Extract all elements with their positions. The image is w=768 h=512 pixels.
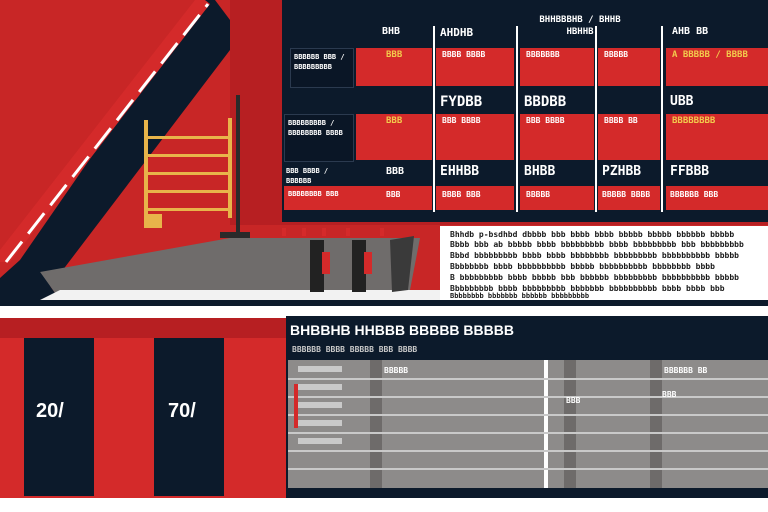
paragraph-line: Bbbbbbbb bbbbbbb bbbbbb bbbbbbbbb — [450, 292, 590, 300]
red-tick — [294, 384, 298, 428]
grid-row-line — [288, 432, 768, 434]
paragraph-line: Bhhdb p-bsdhbd dbbbb bbb bbbb bbbb bbbbb… — [450, 230, 735, 239]
divider — [0, 306, 768, 316]
table-cell — [356, 114, 432, 160]
table-cell — [436, 114, 514, 160]
table-cell — [666, 48, 768, 86]
row-label-box — [284, 114, 354, 162]
table-cell — [284, 186, 432, 210]
text-block — [440, 226, 768, 300]
table-cell — [436, 186, 514, 210]
table-cell — [520, 48, 594, 86]
table-cell-value: BBBBBB BBB — [670, 190, 719, 199]
paragraph-line: Bbbbbbbbb bbbb bbbbbbbbb bbbbbbb bbbbbbb… — [450, 284, 725, 293]
table-cell-value: BBDBB — [524, 94, 567, 110]
row-label-box — [290, 48, 354, 88]
paragraph-line: Bbbd bbbbbbbbb bbbb bbbb bbbbbbbb bbbbbb… — [450, 251, 739, 260]
grid-small-label: BBB — [566, 396, 581, 405]
table-cell-value: BBBBBBB — [526, 50, 560, 59]
table-cell-value: BBB BBBB — [526, 116, 565, 125]
grid-row-marker — [298, 402, 342, 408]
tile — [24, 338, 94, 496]
table-cell-value: EHHBB — [440, 164, 480, 179]
table-cell-value: BBBBB BBBB — [602, 190, 651, 199]
grid-row-marker — [298, 384, 342, 390]
grid-divider — [544, 360, 548, 488]
footer-bar — [286, 488, 768, 494]
table-cell-value: BBBBB — [604, 50, 629, 59]
grid-row-line — [288, 396, 768, 398]
grid-row-line — [288, 450, 768, 452]
table-cell-value: BBB BBBB — [442, 116, 481, 125]
row-label: BBBBBB BBB / BBBBBBBBB — [294, 53, 345, 71]
grid-divider — [370, 360, 382, 488]
paragraph-line: Bbbb bbb ab bbbbb bbbb bbbbbbbbb bbbb bb… — [450, 240, 744, 249]
table-cell-value: BBB — [386, 190, 401, 199]
table-cell-value: BBBB BBBB — [442, 50, 486, 59]
table-header: BHHBBBHB / BHHB HBHHB — [539, 15, 621, 37]
grid-header: BBBBBB BB — [664, 366, 708, 375]
table-cell-value: BBBB BBB — [442, 190, 481, 199]
row-label: BBB BBBB / BBBBBB — [286, 167, 329, 185]
bottom-panel-title: BHBBHB HHBBB BBBBB BBBBB — [290, 322, 514, 338]
table-cell-value: FFBBB — [670, 164, 710, 179]
table-header: AHDHB — [440, 26, 474, 39]
paragraph-line: Bbbbbbbb bbbb bbbbbbbbbb bbbbb bbbbbbbbb… — [450, 262, 715, 271]
tile-value: 20/ — [36, 400, 64, 422]
table-cell-value: A BBBBB / BBBB — [672, 50, 748, 60]
grid-row-marker — [298, 366, 342, 372]
table-cell — [520, 186, 594, 210]
table-cell — [666, 186, 768, 210]
table-cell-value: BBBBBBBB — [672, 116, 716, 126]
bottom-panel-subtitle: BBBBBB BBBB BBBBB BBB BBBB — [292, 345, 418, 354]
table-cell-value: BBBBB — [526, 190, 551, 199]
table-cell-value: PZHBB — [602, 164, 642, 179]
grid-row-line — [288, 468, 768, 470]
paragraph-line: B bbbbbbbbb bbbb bbbbb bbb bbbbbb bbbbbb… — [450, 273, 739, 282]
table-cell-value: FYDBB — [440, 94, 483, 110]
column-divider — [516, 26, 518, 212]
table-cell — [666, 114, 768, 160]
table-cell — [598, 114, 660, 160]
grid-row-line — [288, 378, 768, 380]
table-header: BHB — [382, 26, 401, 37]
grid-divider — [650, 360, 662, 488]
ladder-icon — [144, 118, 232, 228]
divider — [0, 300, 768, 306]
tile-value: 70/ — [168, 400, 196, 422]
top-table — [282, 0, 768, 222]
table-cell — [598, 186, 660, 210]
grid-header: BBBBB — [384, 366, 409, 375]
grid-row-marker — [298, 438, 342, 444]
row-label: BBBBBBBBB / BBBBBBBB BBBB — [288, 119, 343, 137]
table-cell-value: BBB — [386, 166, 405, 177]
column-divider — [433, 26, 435, 212]
table-cell — [598, 48, 660, 86]
table-cell-value: UBB — [670, 94, 694, 109]
grid-small-label: BBB — [662, 390, 677, 399]
footer-strip — [0, 498, 768, 512]
table-cell — [520, 114, 594, 160]
table-cell — [436, 48, 514, 86]
stripe — [0, 318, 286, 338]
row-label: BBBBBBBB BBB — [288, 190, 339, 198]
grid-divider — [564, 360, 576, 488]
grid-row-line — [288, 414, 768, 416]
column-divider — [661, 26, 663, 212]
grid-row-marker — [298, 420, 342, 426]
table-cell-value: BBBB BB — [604, 116, 638, 125]
table-header: AHB BB — [672, 26, 709, 37]
column-divider — [595, 26, 597, 212]
data-grid — [288, 360, 768, 488]
table-cell-value: BBB — [386, 116, 403, 126]
table-cell-value: BHBB — [524, 164, 556, 179]
tile — [154, 338, 224, 496]
table-cell — [356, 48, 432, 86]
table-cell-value: BBB — [386, 50, 403, 60]
